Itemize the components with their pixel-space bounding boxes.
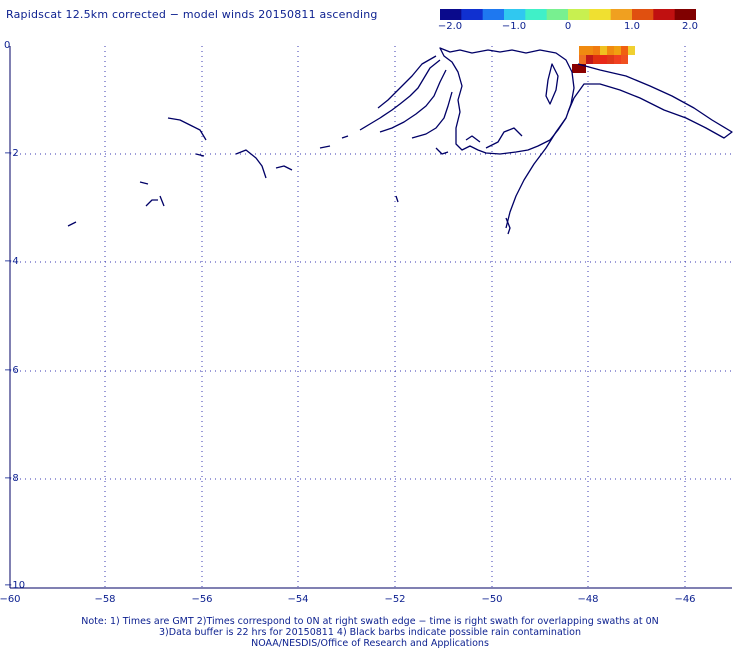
- footnote-line: NOAA/NESDIS/Office of Research and Appli…: [251, 638, 489, 649]
- wind-difference-cell: [593, 55, 600, 64]
- x-tick-label: −52: [384, 594, 406, 605]
- y-tick-label: 0: [4, 40, 11, 51]
- x-tick-label: −54: [287, 594, 309, 605]
- wind-difference-cell: [579, 46, 586, 55]
- color-scale-label: −2.0: [437, 21, 463, 32]
- map-frame: [9, 46, 732, 589]
- x-tick-label: −56: [191, 594, 213, 605]
- grid-lines: [10, 46, 732, 588]
- color-scale-swatch: [674, 9, 696, 20]
- wind-difference-cell: [614, 46, 621, 55]
- color-scale-swatch: [568, 9, 590, 20]
- wind-difference-cell: [607, 46, 614, 55]
- color-scale-swatch: [440, 9, 462, 20]
- wind-difference-cell: [628, 46, 635, 55]
- y-tick-label: −10: [4, 580, 26, 591]
- x-tick-label: −48: [577, 594, 599, 605]
- color-scale-swatch: [504, 9, 526, 20]
- wind-difference-cell: [607, 55, 614, 64]
- y-tick-label: −6: [4, 365, 19, 376]
- wind-difference-swath: [572, 46, 635, 73]
- color-scale-labels: −2.0 −1.0 0 1.0 2.0: [437, 21, 698, 33]
- y-tick-label: −2: [4, 148, 19, 159]
- footnote-line: Note: 1) Times are GMT 2)Times correspon…: [81, 616, 659, 627]
- color-scale-swatch: [546, 9, 569, 20]
- wind-difference-cell: [600, 46, 607, 55]
- color-scale-label: −1.0: [501, 21, 527, 32]
- color-scale-label: 1.0: [624, 21, 640, 32]
- wind-difference-cell: [614, 55, 621, 64]
- color-scale-swatch: [461, 9, 484, 20]
- color-scale-swatch: [653, 9, 676, 20]
- color-scale-label: 0: [564, 21, 572, 32]
- y-tick-label: −4: [4, 256, 19, 267]
- footnote-line: 3)Data buffer is 22 hrs for 20150811 4) …: [159, 627, 581, 638]
- map-panel: [9, 46, 733, 589]
- wind-difference-cell: [572, 64, 579, 73]
- coastline: [67, 47, 733, 235]
- color-scale-swatch: [610, 9, 633, 20]
- map-title: Rapidscat 12.5km corrected − model winds…: [6, 8, 378, 21]
- wind-difference-cell: [621, 55, 628, 64]
- wind-difference-cell: [586, 46, 593, 55]
- wind-difference-cell: [579, 55, 586, 64]
- wind-difference-cell: [586, 55, 593, 64]
- color-scale-swatch: [525, 9, 548, 20]
- x-tick-label: −58: [94, 594, 116, 605]
- color-scale-swatch: [632, 9, 654, 20]
- wind-difference-cell: [593, 46, 600, 55]
- wind-difference-cell: [579, 64, 586, 73]
- x-tick-label: −50: [481, 594, 503, 605]
- color-scale-swatch: [482, 9, 505, 20]
- color-scale-bar: [440, 9, 696, 20]
- color-scale-label: 2.0: [682, 21, 698, 32]
- color-scale-swatch: [589, 9, 612, 20]
- x-tick-label: −46: [674, 594, 696, 605]
- x-tick-label: −60: [0, 594, 21, 605]
- wind-difference-cell: [600, 55, 607, 64]
- wind-difference-cell: [621, 46, 628, 55]
- y-tick-label: −8: [4, 473, 19, 484]
